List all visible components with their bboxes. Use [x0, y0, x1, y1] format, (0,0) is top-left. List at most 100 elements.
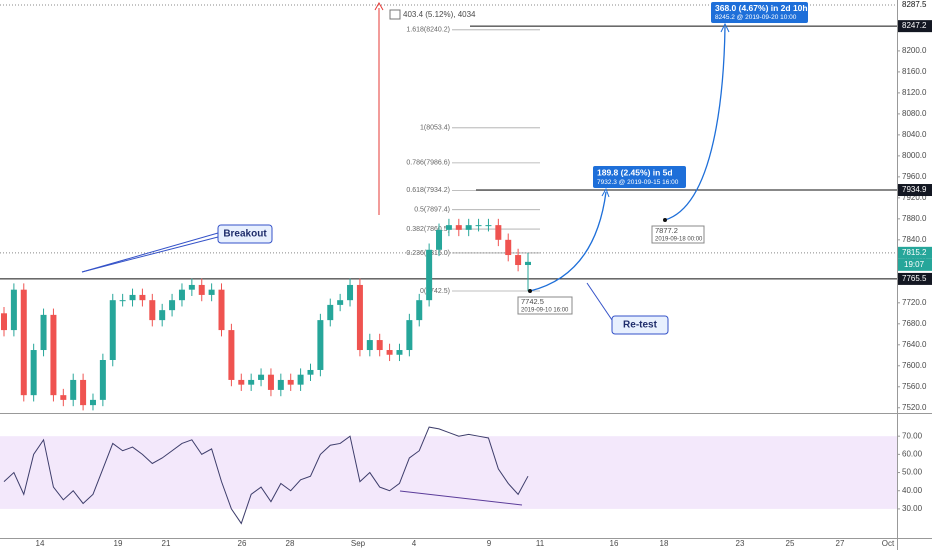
price-badge: [898, 272, 932, 285]
candle-body: [129, 294, 136, 301]
candle-body: [267, 374, 274, 390]
y-tick-label: 8200.0: [902, 46, 927, 55]
callout-text: Re-test: [623, 320, 658, 331]
fib-label: 0.618(7934.2): [406, 187, 450, 194]
candle-body: [40, 314, 47, 351]
candle-body: [228, 330, 235, 380]
candle-body: [366, 340, 373, 351]
y-tick-label: 60.00: [902, 449, 923, 458]
x-tick-label: Oct: [882, 539, 895, 548]
y-tick-label: 7560.0: [902, 382, 927, 391]
projection-curve: [664, 26, 726, 221]
projection-box: [593, 166, 686, 188]
candle-body: [406, 320, 413, 351]
price-badge-label: 7765.5: [902, 274, 927, 283]
fib-label: 0.786(7986.6): [406, 160, 450, 167]
price-badge: [898, 20, 932, 33]
x-tick-label: 14: [36, 539, 45, 548]
arrow-head: [374, 1, 384, 11]
point-price: 7877.2: [655, 226, 678, 235]
candle-body: [139, 294, 146, 301]
candle-body: [208, 289, 215, 295]
candle-body: [386, 350, 393, 355]
candle-body: [465, 225, 472, 230]
candle-body: [188, 284, 195, 290]
candle-body: [80, 379, 87, 406]
candle-body: [50, 314, 57, 396]
pointer-line: [81, 236, 219, 273]
price-badge: [898, 0, 932, 11]
candle-body: [109, 300, 116, 360]
price-badge-label: 7815.2: [902, 248, 927, 257]
x-tick-label: 4: [412, 539, 417, 548]
x-tick-label: 27: [836, 539, 845, 548]
y-tick-label: 50.00: [902, 468, 923, 477]
candle-body: [20, 289, 27, 396]
price-badge-label: 7934.9: [902, 185, 927, 194]
x-tick-label: 11: [536, 539, 545, 548]
fib-label: 0.5(7897.4): [414, 207, 450, 214]
y-tick-label: 70.00: [902, 431, 923, 440]
arrow-head: [720, 22, 730, 33]
candle-body: [178, 289, 185, 301]
candle-body: [396, 350, 403, 355]
x-tick-label: 19: [114, 539, 123, 548]
candle-body: [347, 284, 354, 301]
countdown: 19:07: [904, 260, 925, 269]
y-tick-label: 8120.0: [902, 88, 927, 97]
candle-body: [317, 320, 324, 370]
y-tick-label: 7840.0: [902, 235, 927, 244]
candle-body: [515, 255, 522, 266]
y-tick-label: 8040.0: [902, 130, 927, 139]
price-badge-label: 8247.2: [902, 21, 927, 30]
candle-body: [119, 300, 126, 302]
countdown-badge: [898, 258, 932, 271]
x-tick-label: 25: [786, 539, 795, 548]
candle-body: [30, 350, 37, 396]
candle-body: [416, 300, 423, 321]
projection-head: 189.8 (2.45%) in 5d: [597, 167, 673, 177]
price-badge: [898, 184, 932, 197]
y-tick-label: 7880.0: [902, 214, 927, 223]
candle-body: [70, 379, 77, 400]
x-tick-label: 18: [660, 539, 669, 548]
projection-sub: 8245.2 @ 2019-09-20 10:00: [715, 14, 797, 21]
fib-label: 0(7742.5): [420, 288, 450, 295]
x-tick-label: 28: [286, 539, 295, 548]
candle-body: [218, 289, 225, 331]
candle-body: [505, 239, 512, 256]
candle-body: [159, 310, 166, 321]
range-icon: [389, 9, 401, 20]
candle-body: [436, 229, 443, 250]
fib-label: 1.618(8240.2): [406, 27, 450, 34]
candle-body: [327, 304, 334, 321]
x-tick-label: 9: [487, 539, 492, 548]
candle-body: [337, 300, 344, 305]
y-tick-label: 8000.0: [902, 151, 927, 160]
divergence-line: [399, 490, 523, 506]
projection-curve: [529, 191, 607, 292]
x-tick-label: Sep: [351, 539, 366, 548]
point-date: 2019-09-10 16:00: [521, 308, 569, 314]
candle-body: [445, 225, 452, 230]
x-tick-label: 23: [736, 539, 745, 548]
candle-body: [376, 340, 383, 351]
point-price: 7742.5: [521, 297, 544, 306]
pointer-line: [81, 232, 219, 273]
candle-body: [455, 225, 462, 230]
candle-body: [248, 379, 255, 385]
candle-body: [10, 289, 17, 331]
x-tick-label: 26: [238, 539, 247, 548]
candle-body: [495, 225, 502, 240]
candle-body: [89, 399, 96, 406]
candle-body: [297, 374, 304, 385]
candle-body: [169, 300, 176, 311]
candle-body: [258, 374, 265, 380]
price-badge: [898, 246, 932, 259]
candle-body: [475, 225, 482, 227]
callout-text: Breakout: [223, 229, 267, 240]
pointer-line: [586, 282, 613, 321]
y-tick-label: 8160.0: [902, 67, 927, 76]
point-date: 2019-09-18 00:00: [655, 237, 703, 243]
